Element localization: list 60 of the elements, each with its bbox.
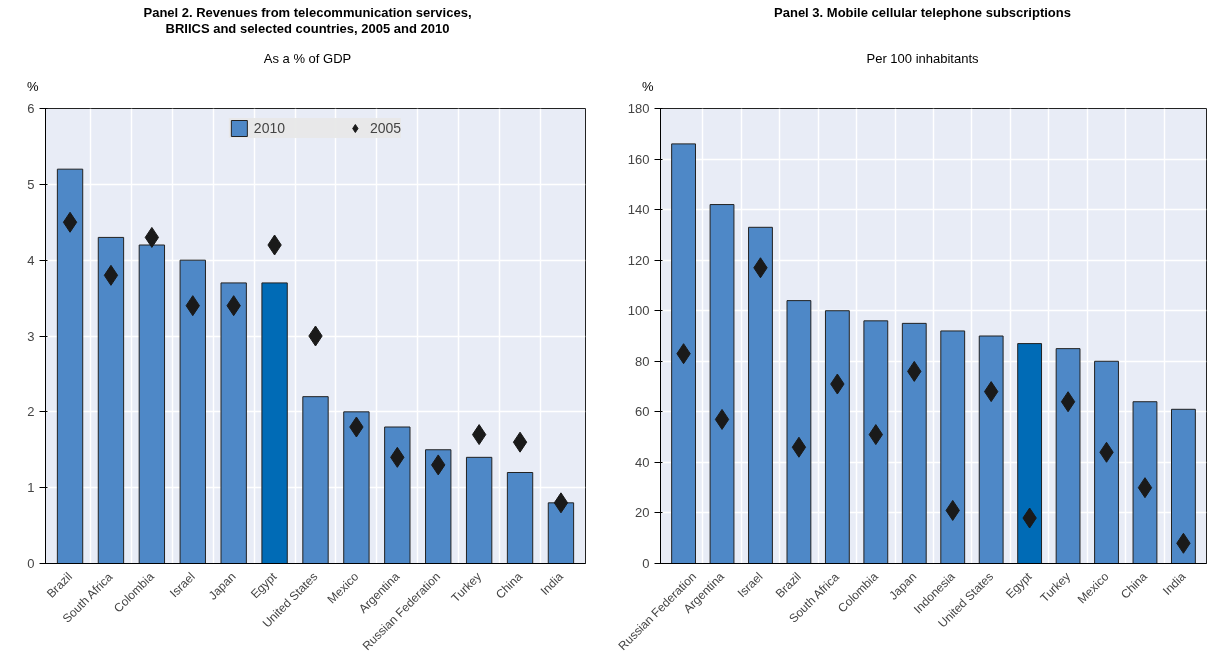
point (1060, 391, 1076, 413)
chart-subtitle: As a % of GDP (263, 51, 352, 68)
bar (465, 456, 493, 564)
bar (384, 426, 411, 564)
point (512, 431, 528, 453)
point (471, 424, 487, 446)
y-tick-label: 20 (635, 505, 650, 521)
point (1137, 477, 1153, 499)
bar (425, 449, 452, 564)
y-tick-label: 3 (27, 328, 35, 344)
bar (343, 411, 370, 564)
y-tick-label: 100 (627, 303, 650, 319)
bar (302, 396, 329, 564)
y-tick-label: 6 (27, 101, 35, 116)
chart-title: Panel 3. Mobile cellular telephone subscriptions (774, 5, 1071, 22)
bar (940, 330, 966, 564)
bar (671, 143, 696, 564)
bar (97, 236, 125, 564)
bar (978, 335, 1004, 564)
legend-label: 2010 (253, 120, 285, 136)
chart-subtitle: Per 100 inhabitants (866, 51, 979, 68)
bar (824, 310, 850, 564)
bar (863, 320, 889, 564)
bar (709, 204, 735, 564)
point (553, 492, 569, 514)
y-tick-label: 140 (627, 202, 650, 218)
y-tick-label: 60 (635, 404, 650, 420)
y-tick-label: 40 (635, 454, 650, 470)
y-tick-label: 160 (627, 151, 650, 167)
y-tick-label: 180 (627, 101, 650, 116)
bar (56, 168, 84, 564)
y-axis-title: % (642, 79, 654, 96)
point (62, 211, 78, 233)
point (103, 264, 119, 286)
bar (261, 282, 288, 564)
bar (1055, 348, 1081, 564)
y-tick-label: 1 (27, 480, 35, 496)
bar (1094, 360, 1119, 564)
bar (901, 322, 927, 564)
point (714, 408, 730, 430)
y-tick-label: 4 (27, 252, 35, 268)
y-tick-label: 0 (27, 556, 35, 571)
y-tick-label: 5 (27, 176, 35, 192)
bar (748, 226, 773, 564)
chart-title: Panel 2. Revenues from telecommunication services, BRIICS and selected countries, 2005 and 2010 (143, 5, 472, 38)
bar (1017, 343, 1043, 564)
bar (220, 282, 247, 564)
bar (179, 259, 206, 564)
y-axis-title: % (27, 79, 39, 96)
point (791, 436, 807, 458)
legend-label: 2005 (370, 120, 402, 136)
y-tick-label: 80 (635, 353, 650, 369)
bar (1171, 408, 1196, 564)
bar (506, 472, 534, 564)
bar (786, 300, 812, 564)
y-tick-label: 120 (627, 252, 650, 268)
y-tick-label: 0 (642, 556, 650, 571)
bar (1132, 401, 1158, 564)
point (144, 226, 160, 248)
y-tick-label: 2 (27, 404, 35, 420)
